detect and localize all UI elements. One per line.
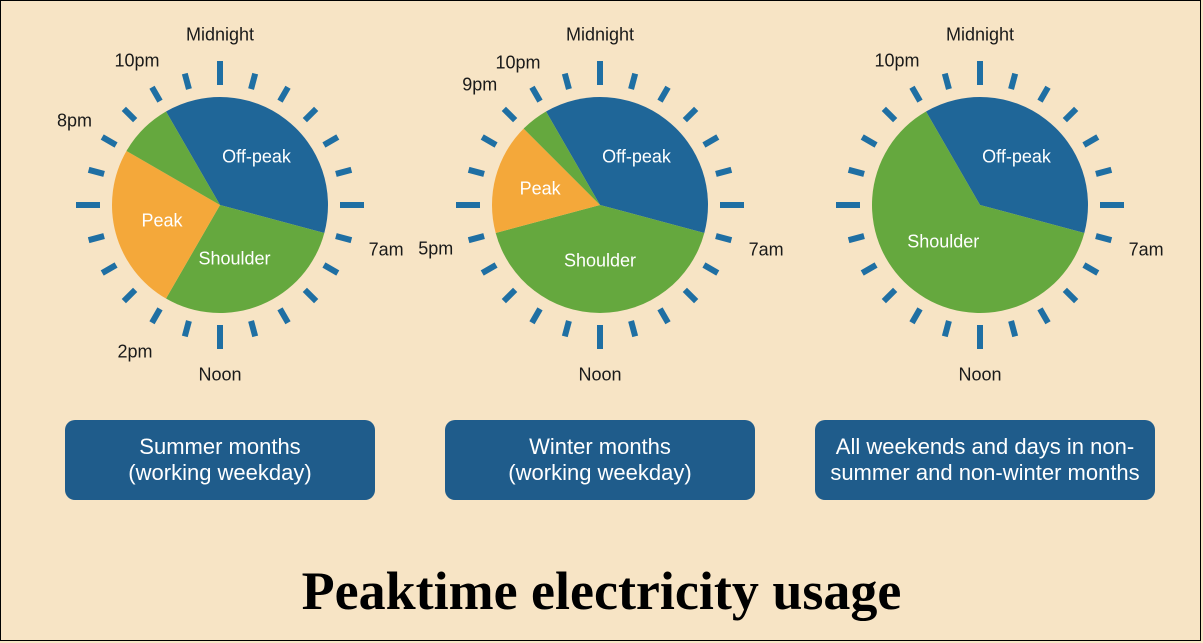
slice-label-winter-shoulder: Shoulder bbox=[564, 251, 636, 272]
slice-label-summer-peak: Peak bbox=[142, 210, 183, 231]
slice-label-weekend-off_peak: Off-peak bbox=[982, 147, 1051, 168]
hour-label-summer-noon: Noon bbox=[198, 365, 241, 386]
slice-label-winter-off_peak: Off-peak bbox=[602, 147, 671, 168]
hour-label-weekend-7am: 7am bbox=[1129, 239, 1164, 260]
caption-weekend: All weekends and days in non-summer and … bbox=[815, 420, 1155, 500]
hour-label-weekend-midnight: Midnight bbox=[946, 25, 1014, 46]
hour-label-summer-8pm: 8pm bbox=[57, 111, 92, 132]
hour-label-summer-7am: 7am bbox=[369, 239, 404, 260]
hour-label-summer-2pm: 2pm bbox=[117, 342, 152, 363]
hour-label-winter-7am: 7am bbox=[749, 239, 784, 260]
hour-label-winter-10pm: 10pm bbox=[495, 52, 540, 73]
border-frame bbox=[0, 0, 1201, 641]
hour-label-winter-9pm: 9pm bbox=[462, 74, 497, 95]
caption-winter: Winter months (working weekday) bbox=[445, 420, 755, 500]
slice-label-summer-shoulder: Shoulder bbox=[198, 249, 270, 270]
hour-label-summer-10pm: 10pm bbox=[114, 51, 159, 72]
slice-label-summer-off_peak: Off-peak bbox=[222, 147, 291, 168]
hour-label-weekend-noon: Noon bbox=[958, 365, 1001, 386]
hour-label-weekend-10pm: 10pm bbox=[874, 51, 919, 72]
slice-label-weekend-shoulder: Shoulder bbox=[907, 231, 979, 252]
caption-summer: Summer months (working weekday) bbox=[65, 420, 375, 500]
hour-label-winter-noon: Noon bbox=[578, 365, 621, 386]
hour-label-summer-midnight: Midnight bbox=[186, 25, 254, 46]
hour-label-winter-5pm: 5pm bbox=[418, 238, 453, 259]
hour-label-winter-midnight: Midnight bbox=[566, 25, 634, 46]
main-title: Peaktime electricity usage bbox=[0, 560, 1203, 622]
slice-label-winter-peak: Peak bbox=[520, 178, 561, 199]
